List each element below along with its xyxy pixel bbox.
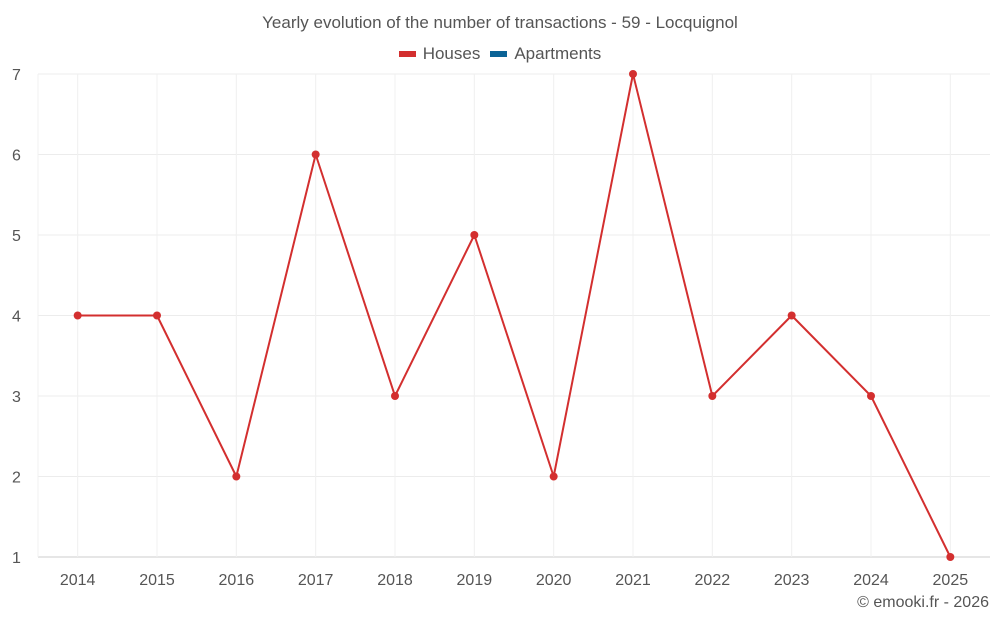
x-tick-label: 2020: [536, 572, 572, 589]
legend: Houses Apartments: [0, 44, 1000, 64]
x-tick-label: 2021: [615, 572, 651, 589]
x-tick-label: 2024: [853, 572, 889, 589]
y-tick-label: 7: [12, 67, 21, 84]
legend-swatch-apartments: [490, 51, 508, 57]
x-tick-label: 2025: [933, 572, 969, 589]
data-point-houses: [708, 392, 717, 400]
y-tick-label: 6: [12, 148, 21, 165]
data-point-houses: [391, 392, 399, 400]
y-tick-label: 2: [12, 470, 21, 487]
x-tick-label: 2016: [219, 572, 255, 589]
x-tick-label: 2022: [695, 572, 731, 589]
data-point-houses: [549, 472, 558, 481]
data-point-houses: [787, 311, 796, 320]
data-point-houses: [73, 311, 82, 320]
data-point-houses: [867, 392, 875, 400]
credit-text: © emooki.fr - 2026: [857, 594, 989, 611]
y-tick-label: 1: [12, 550, 21, 567]
x-tick-label: 2014: [60, 572, 96, 589]
data-point-houses: [629, 70, 637, 78]
x-tick-label: 2015: [139, 572, 175, 589]
series-line-houses: [77, 73, 952, 558]
legend-item-houses[interactable]: Houses: [398, 44, 481, 64]
chart-title: Yearly evolution of the number of transa…: [262, 13, 738, 32]
x-tick-label: 2023: [774, 572, 810, 589]
data-point-houses: [946, 553, 955, 561]
legend-label-houses: Houses: [422, 44, 481, 63]
legend-label-apartments: Apartments: [514, 44, 602, 63]
x-tick-label: 2017: [298, 572, 334, 589]
data-point-houses: [153, 311, 161, 320]
x-tick-label: 2019: [457, 572, 493, 589]
y-tick-label: 4: [12, 309, 21, 326]
data-point-houses: [470, 231, 479, 239]
legend-swatch-houses: [398, 51, 416, 57]
x-tick-label: 2018: [377, 572, 413, 589]
y-tick-label: 5: [12, 228, 21, 245]
legend-item-apartments[interactable]: Apartments: [490, 44, 601, 64]
data-point-houses: [311, 150, 320, 159]
y-tick-label: 3: [12, 389, 21, 406]
data-point-houses: [232, 472, 241, 481]
